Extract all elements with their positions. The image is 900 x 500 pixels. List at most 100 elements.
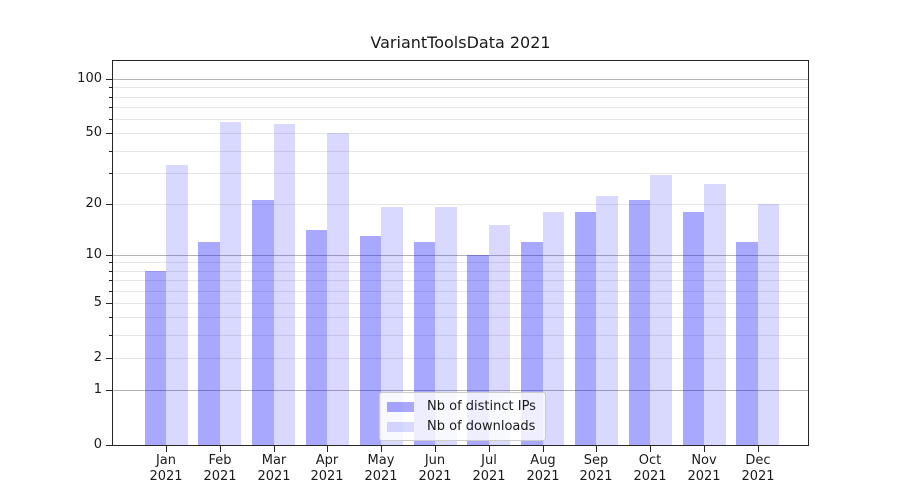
x-tick-jan-2021: [166, 446, 167, 452]
x-tick-label-jun-2021: Jun 2021: [408, 453, 462, 485]
x-tick-nov-2021: [704, 446, 705, 452]
y-minor-tick-70: [109, 107, 112, 108]
y-tick-label-20: 20: [85, 196, 102, 211]
x-tick-sep-2021: [596, 446, 597, 452]
x-label-year: 2021: [741, 469, 775, 484]
x-tick-label-nov-2021: Nov 2021: [677, 453, 731, 485]
y-tick-10: [106, 255, 112, 256]
gridline-y-80: [112, 96, 809, 98]
x-label-year: 2021: [257, 469, 291, 484]
y-minor-tick-8: [109, 271, 112, 272]
x-tick-oct-2021: [650, 446, 651, 452]
bars-layer: [112, 60, 809, 445]
x-tick-mar-2021: [274, 446, 275, 452]
gridline-y-6: [112, 290, 809, 292]
x-tick-aug-2021: [543, 446, 544, 452]
gridline-y-7: [112, 280, 809, 282]
x-tick-label-aug-2021: Aug 2021: [516, 453, 570, 485]
x-label-month: Oct: [638, 453, 662, 468]
y-minor-tick-40: [109, 151, 112, 152]
bar-nb-of-downloads-mar-2021: [273, 124, 296, 445]
y-tick-1: [106, 390, 112, 391]
x-label-year: 2021: [418, 469, 452, 484]
bar-nb-of-distinct-ips-jan-2021: [144, 270, 166, 445]
bar-nb-of-downloads-aug-2021: [542, 211, 565, 445]
x-label-month: Nov: [691, 453, 717, 468]
gridline-y-100: [112, 79, 809, 80]
gridline-y-50: [112, 133, 809, 135]
grid-layer: [112, 60, 809, 445]
x-label-year: 2021: [364, 469, 398, 484]
bar-nb-of-distinct-ips-dec-2021: [736, 241, 758, 445]
chart-title: VariantToolsData 2021: [370, 33, 551, 52]
x-label-month: Aug: [530, 453, 556, 468]
x-label-month: Apr: [315, 453, 339, 468]
x-tick-label-oct-2021: Oct 2021: [623, 453, 677, 485]
legend-label-distinct-ips: Nb of distinct IPs: [427, 399, 536, 414]
bar-nb-of-downloads-jan-2021: [166, 165, 188, 445]
y-minor-tick-4: [109, 317, 112, 318]
bar-nb-of-downloads-apr-2021: [327, 133, 349, 445]
y-tick-100: [106, 79, 112, 80]
x-label-month: Mar: [261, 453, 287, 468]
x-label-year: 2021: [310, 469, 344, 484]
x-tick-label-jan-2021: Jan 2021: [139, 453, 193, 485]
y-minor-tick-3: [109, 335, 112, 336]
legend-swatch-downloads: [387, 421, 414, 432]
legend-item-downloads: Nb of downloads: [387, 419, 536, 434]
x-tick-feb-2021: [220, 446, 221, 452]
gridline-y-90: [112, 87, 809, 89]
bar-nb-of-downloads-feb-2021: [219, 121, 242, 445]
x-tick-label-apr-2021: Apr 2021: [300, 453, 354, 485]
legend-item-distinct-ips: Nb of distinct IPs: [387, 399, 536, 414]
x-label-year: 2021: [203, 469, 237, 484]
x-label-month: Jul: [481, 453, 497, 468]
bar-nb-of-downloads-oct-2021: [650, 175, 672, 445]
x-label-year: 2021: [472, 469, 506, 484]
gridline-y-1: [112, 390, 809, 391]
x-tick-jun-2021: [435, 446, 436, 452]
y-tick-label-5: 5: [93, 295, 102, 310]
gridline-y-2: [112, 357, 809, 359]
bar-nb-of-downloads-may-2021: [381, 207, 403, 445]
gridline-y-60: [112, 119, 809, 120]
x-label-year: 2021: [579, 469, 613, 484]
bar-nb-of-distinct-ips-oct-2021: [628, 199, 651, 445]
gridline-y-3: [112, 335, 809, 337]
gridline-y-5: [112, 302, 809, 304]
y-minor-tick-9: [109, 262, 112, 263]
bar-nb-of-distinct-ips-mar-2021: [252, 199, 274, 445]
gridline-y-4: [112, 317, 809, 319]
gridline-y-10: [112, 254, 809, 256]
bar-nb-of-distinct-ips-may-2021: [359, 235, 382, 445]
y-tick-label-10: 10: [85, 247, 102, 262]
y-tick-2: [106, 358, 112, 359]
y-tick-5: [106, 303, 112, 304]
y-minor-tick-6: [109, 291, 112, 292]
bar-nb-of-downloads-jun-2021: [435, 207, 457, 445]
y-tick-label-50: 50: [85, 125, 102, 140]
y-minor-tick-90: [109, 87, 112, 88]
x-label-year: 2021: [526, 469, 560, 484]
x-label-month: May: [367, 453, 395, 468]
y-minor-tick-30: [109, 173, 112, 174]
x-label-month: Jan: [155, 453, 177, 468]
bar-nb-of-distinct-ips-feb-2021: [198, 241, 220, 445]
bar-nb-of-distinct-ips-sep-2021: [574, 211, 597, 445]
bar-nb-of-downloads-nov-2021: [704, 183, 726, 445]
gridline-y-8: [112, 270, 809, 272]
y-tick-label-100: 100: [77, 71, 102, 86]
x-tick-may-2021: [381, 446, 382, 452]
gridline-y-9: [112, 262, 809, 264]
plot-area: [112, 60, 809, 445]
y-tick-label-1: 1: [93, 382, 102, 397]
x-tick-label-jul-2021: Jul 2021: [462, 453, 516, 485]
y-tick-20: [106, 204, 112, 205]
x-tick-apr-2021: [327, 446, 328, 452]
x-label-month: Sep: [583, 453, 609, 468]
y-tick-0: [106, 445, 112, 446]
x-tick-label-sep-2021: Sep 2021: [569, 453, 623, 485]
bar-nb-of-distinct-ips-apr-2021: [305, 230, 328, 445]
gridline-y-40: [112, 150, 809, 152]
